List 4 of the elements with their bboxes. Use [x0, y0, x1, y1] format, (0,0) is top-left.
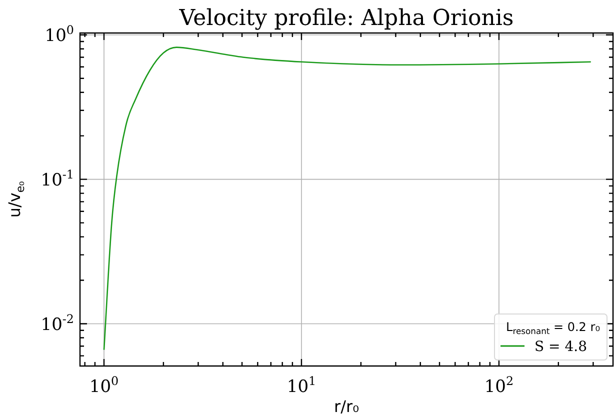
legend-label: S = 4.8: [534, 339, 588, 355]
y-axis-title: u/ve₀: [5, 180, 27, 218]
chart-title: Velocity profile: Alpha Orionis: [178, 6, 514, 31]
x-axis-title: r/r₀: [334, 397, 359, 416]
